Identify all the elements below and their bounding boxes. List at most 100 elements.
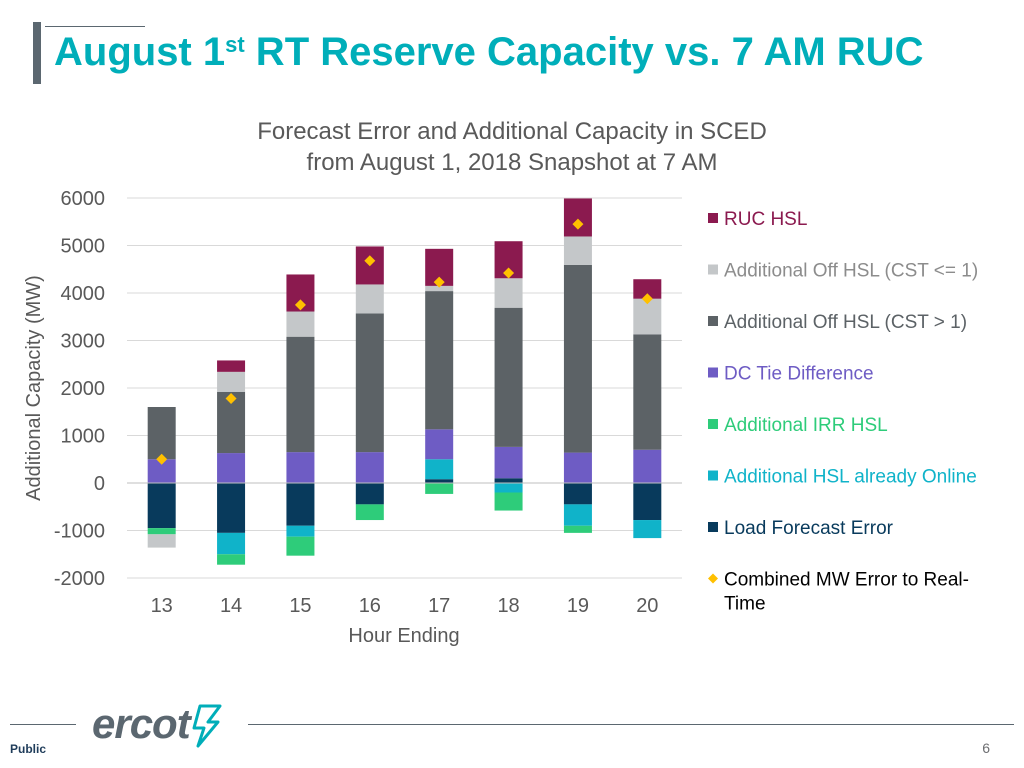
page-number: 6: [982, 740, 990, 756]
legend-label: Time: [724, 594, 766, 615]
x-tick-label: 17: [428, 595, 450, 617]
bar-segment-irr: [494, 492, 523, 511]
combined-error-marker: [572, 218, 584, 230]
bar-segment-dc_tie: [147, 459, 176, 483]
bar-segment-online: [494, 483, 523, 493]
ercot-logo: ercot: [92, 700, 232, 750]
bar-segment-add_off_gt1: [563, 264, 592, 453]
bar-segment-irr: [217, 554, 246, 565]
bar-segment-add_off_gt1: [494, 307, 523, 447]
legend-item-add_off_le1: Additional Off HSL (CST <= 1): [708, 261, 978, 282]
bar-segment-add_off_le1: [494, 278, 523, 308]
classification-label: Public: [10, 742, 47, 756]
x-tick-label: 13: [151, 595, 173, 617]
legend-label: DC Tie Difference: [724, 364, 874, 385]
bar-segment-ruc_hsl: [563, 198, 592, 237]
bar-segment-irr: [563, 525, 592, 533]
bar-segment-add_off_gt1: [425, 291, 454, 430]
bar-segment-add_off_le1: [425, 285, 454, 292]
logo-wordmark: ercot: [92, 700, 191, 747]
bar-segment-ruc_hsl: [217, 360, 246, 372]
legend-swatch: [708, 367, 718, 378]
legend-item-dc_tie: DC Tie Difference: [708, 364, 874, 385]
bar-segment-dc_tie: [563, 452, 592, 483]
combined-error-marker: [433, 276, 445, 288]
legend-swatch: [708, 264, 718, 275]
bar-segment-dc_tie: [494, 446, 523, 479]
legend-item-add_off_gt1: Additional Off HSL (CST > 1): [708, 312, 967, 333]
legend-label: Additional Off HSL (CST > 1): [724, 312, 967, 333]
chart-subtitle: from August 1, 2018 Snapshot at 7 AM: [307, 149, 718, 176]
y-axis-label: Additional Capacity (MW): [23, 275, 45, 501]
bar-segment-add_off_le1: [286, 311, 315, 337]
legend-item-online: Additional HSL already Online: [708, 467, 977, 488]
x-tick-label: 16: [359, 595, 381, 617]
y-tick-label: 6000: [61, 188, 106, 210]
bar-segment-add_off_le1: [563, 236, 592, 265]
combined-error-marker: [294, 299, 306, 311]
bar-segment-dc_tie: [425, 429, 454, 460]
chart: Forecast Error and Additional Capacity i…: [23, 118, 978, 647]
legend-swatch: [708, 522, 718, 532]
legend-item-load_err: Load Forecast Error: [708, 518, 894, 539]
bar-segment-add_off_le1: [355, 284, 384, 314]
y-tick-label: 3000: [61, 331, 106, 353]
legend-swatch: [708, 419, 718, 429]
y-tick-label: -1000: [54, 521, 105, 543]
bar-segment-add_off_le1: [217, 371, 246, 392]
bar-segment-online: [633, 520, 662, 539]
bar-segment-irr: [355, 504, 384, 521]
bar-segment-add_off_gt1: [633, 334, 662, 450]
bar-segment-online: [425, 459, 454, 480]
bar-segment-load_err: [286, 483, 315, 526]
chart-title: Forecast Error and Additional Capacity i…: [257, 118, 767, 145]
y-tick-label: 4000: [61, 283, 106, 305]
slide-title: August 1st RT Reserve Capacity vs. 7 AM …: [54, 30, 924, 74]
legend-swatch: [708, 213, 718, 223]
x-tick-label: 19: [567, 595, 589, 617]
legend-item-irr: Additional IRR HSL: [708, 415, 888, 436]
x-tick-label: 14: [220, 595, 242, 617]
bar-segment-online: [286, 525, 315, 537]
legend-item-ruc_hsl: RUC HSL: [708, 209, 807, 230]
combined-error-marker: [225, 392, 237, 404]
x-axis-label: Hour Ending: [348, 625, 459, 647]
legend-label: RUC HSL: [724, 209, 807, 230]
x-tick-label: 18: [497, 595, 519, 617]
bar-segment-dc_tie: [633, 449, 662, 483]
legend-item-combined: Combined MW Error to Real- Time: [708, 570, 969, 615]
legend-label: Additional IRR HSL: [724, 415, 888, 436]
bar-segment-dc_tie: [286, 452, 315, 483]
bar-segment-load_err: [494, 478, 523, 483]
x-tick-label: 20: [636, 595, 658, 617]
legend-label: Additional Off HSL (CST <= 1): [724, 261, 978, 282]
bar-segment-load_err: [355, 483, 384, 505]
legend-swatch: [708, 316, 718, 326]
combined-error-marker: [156, 453, 168, 465]
bar-segment-online: [217, 532, 246, 555]
bar-segment-irr: [286, 536, 315, 556]
bar-segment-load_err: [633, 483, 662, 521]
legend-label: Combined MW Error to Real-: [724, 570, 969, 591]
combined-error-marker: [364, 255, 376, 267]
y-tick-label: 5000: [61, 236, 106, 258]
legend-label: Load Forecast Error: [724, 518, 894, 539]
bar-segment-load_err: [217, 483, 246, 533]
combined-error-marker: [641, 293, 653, 305]
y-tick-label: -2000: [54, 568, 105, 590]
bar-segment-online: [563, 504, 592, 526]
lightning-icon: [192, 704, 222, 748]
bar-segment-add_off_le1: [147, 534, 176, 548]
bar-segment-add_off_le1: [633, 298, 662, 335]
combined-error-marker: [503, 267, 515, 279]
title-accent-bar: [33, 22, 41, 84]
legend-swatch: [708, 470, 718, 481]
bar-segment-add_off_gt1: [286, 336, 315, 453]
bar-segment-load_err: [425, 479, 454, 483]
x-tick-label: 15: [289, 595, 311, 617]
legend-label: Additional HSL already Online: [724, 467, 977, 488]
bar-segment-irr: [147, 528, 176, 535]
title-top-rule: [45, 26, 145, 27]
y-tick-label: 0: [94, 473, 105, 495]
footer-rule-right: [248, 724, 1014, 725]
